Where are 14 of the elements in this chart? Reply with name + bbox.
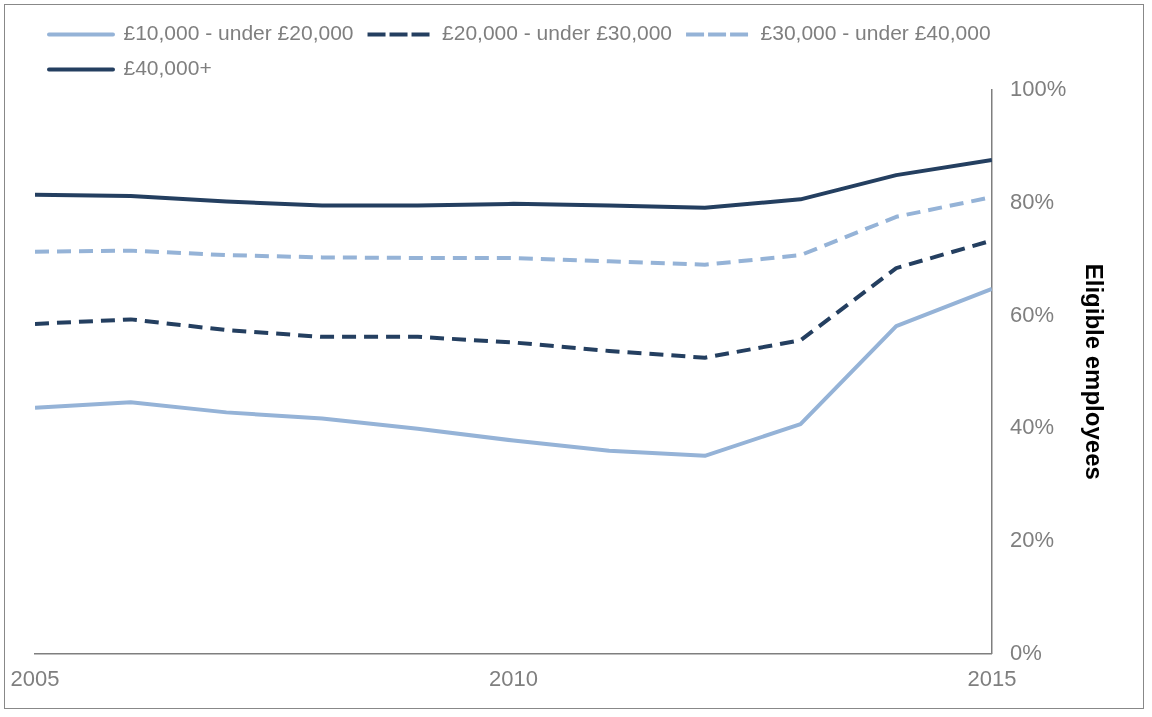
- y-tick-label: 20%: [1009, 526, 1054, 552]
- x-tick-label: 2005: [10, 665, 60, 691]
- y-tick-label: 100%: [1009, 76, 1067, 102]
- legend-label: £10,000 - under £20,000: [123, 21, 354, 45]
- x-tick-label: 2015: [967, 665, 1017, 691]
- y-tick-label: 40%: [1009, 414, 1054, 440]
- y-tick-label: 80%: [1009, 188, 1054, 214]
- legend-label: £30,000 - under £40,000: [760, 21, 991, 45]
- legend-label: £40,000+: [123, 56, 212, 80]
- legend-label: £20,000 - under £30,000: [442, 21, 673, 45]
- y-tick-label: 0%: [1009, 639, 1042, 665]
- y-axis-title: Eligible employees: [1080, 263, 1108, 480]
- x-tick-label: 2010: [488, 665, 538, 691]
- y-tick-label: 60%: [1009, 301, 1054, 327]
